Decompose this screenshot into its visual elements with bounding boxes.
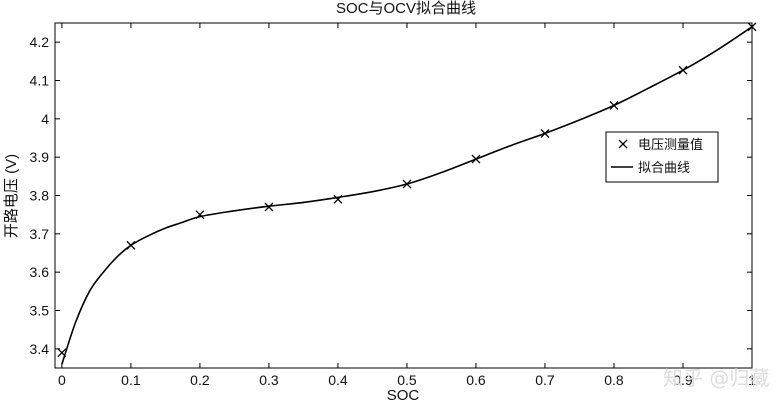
y-tick-label: 3.6 bbox=[30, 264, 50, 280]
legend-box bbox=[605, 131, 719, 183]
measured-point bbox=[333, 194, 343, 204]
x-tick-label: 0.1 bbox=[121, 372, 141, 388]
measured-point bbox=[264, 202, 274, 212]
legend-label-fit: 拟合曲线 bbox=[638, 161, 690, 176]
chart-title: SOC与OCV拟合曲线 bbox=[336, 0, 476, 17]
x-tick-label: 0.8 bbox=[604, 372, 624, 388]
measured-point bbox=[540, 128, 550, 138]
y-tick-label: 3.4 bbox=[30, 341, 50, 357]
measured-point bbox=[57, 348, 67, 358]
y-tick-label: 3.8 bbox=[30, 188, 50, 204]
measured-point bbox=[126, 240, 136, 250]
x-tick-label: 0.5 bbox=[397, 372, 417, 388]
plot-area-frame bbox=[54, 22, 753, 369]
y-tick-label: 3.9 bbox=[30, 149, 50, 165]
legend-label-measured: 电压测量值 bbox=[638, 137, 703, 153]
legend: 电压测量值 拟合曲线 bbox=[605, 131, 719, 183]
measured-point bbox=[747, 22, 757, 32]
y-axis-title: 开路电压 (V) bbox=[3, 154, 20, 238]
x-tick-label: 0.6 bbox=[466, 372, 486, 388]
x-tick-label: 0.4 bbox=[328, 372, 348, 388]
measured-point bbox=[471, 154, 481, 164]
x-tick-label: 0.7 bbox=[535, 372, 555, 388]
x-tick-label: 0.3 bbox=[259, 372, 279, 388]
fit-curve-line bbox=[61, 26, 753, 365]
x-axis: 0 0.1 0.2 0.3 0.4 0.5 0.6 0.7 0.8 0.9 1 bbox=[58, 23, 756, 388]
y-axis: 3.4 3.5 3.6 3.7 3.8 3.9 4 4.1 4.2 bbox=[30, 34, 752, 357]
x-tick-label: 0.9 bbox=[673, 372, 693, 388]
x-axis-title: SOC bbox=[387, 387, 420, 403]
measured-point bbox=[195, 210, 205, 220]
x-tick-label: 0.2 bbox=[190, 372, 210, 388]
y-tick-label: 4 bbox=[41, 111, 49, 127]
y-tick-label: 4.1 bbox=[30, 73, 50, 89]
measured-point bbox=[678, 65, 688, 75]
measured-markers bbox=[57, 22, 757, 358]
measured-point bbox=[402, 179, 412, 189]
y-tick-label: 3.5 bbox=[30, 303, 50, 319]
x-tick-label: 0 bbox=[58, 372, 66, 388]
x-tick-label: 1 bbox=[748, 372, 756, 388]
measured-point bbox=[609, 100, 619, 110]
legend-marker-icon bbox=[618, 139, 628, 149]
watermark: 知乎 @归藏 bbox=[663, 366, 769, 390]
y-tick-label: 3.7 bbox=[30, 226, 50, 242]
y-tick-label: 4.2 bbox=[30, 34, 50, 50]
